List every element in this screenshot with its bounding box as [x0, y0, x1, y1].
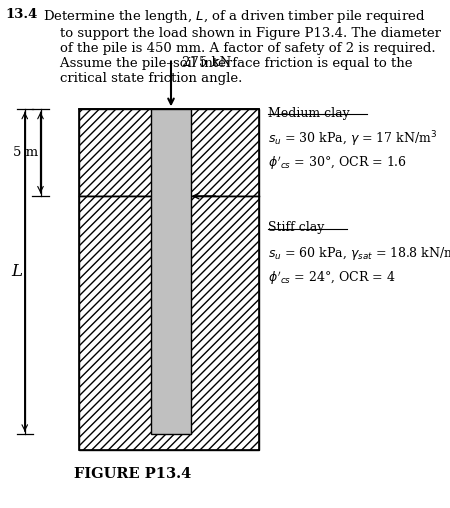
Text: FIGURE P13.4: FIGURE P13.4 — [74, 467, 192, 482]
Text: $\phi'_{cs}$ = 30°, OCR = 1.6: $\phi'_{cs}$ = 30°, OCR = 1.6 — [268, 155, 407, 172]
Bar — [79, 109, 259, 196]
Text: $s_u$ = 30 kPa, $\gamma$ = 17 kN/m$^3$: $s_u$ = 30 kPa, $\gamma$ = 17 kN/m$^3$ — [268, 130, 437, 149]
Text: L: L — [12, 263, 22, 280]
Text: Stiff clay: Stiff clay — [268, 221, 324, 234]
Bar — [151, 109, 191, 434]
Text: 5 m: 5 m — [13, 146, 38, 159]
Bar — [79, 196, 259, 450]
Bar — [79, 109, 259, 450]
Text: $\phi'_{cs}$ = 24°, OCR = 4: $\phi'_{cs}$ = 24°, OCR = 4 — [268, 270, 395, 287]
Text: Medium clay: Medium clay — [268, 107, 350, 120]
Text: Determine the length, $L$, of a driven timber pile required
    to support the l: Determine the length, $L$, of a driven t… — [43, 8, 441, 85]
Text: $s_u$ = 60 kPa, $\gamma_{sat}$ = 18.8 kN/m$^3$: $s_u$ = 60 kPa, $\gamma_{sat}$ = 18.8 kN… — [268, 244, 450, 264]
Text: 275 kN: 275 kN — [182, 56, 231, 69]
Text: 13.4: 13.4 — [5, 8, 38, 21]
